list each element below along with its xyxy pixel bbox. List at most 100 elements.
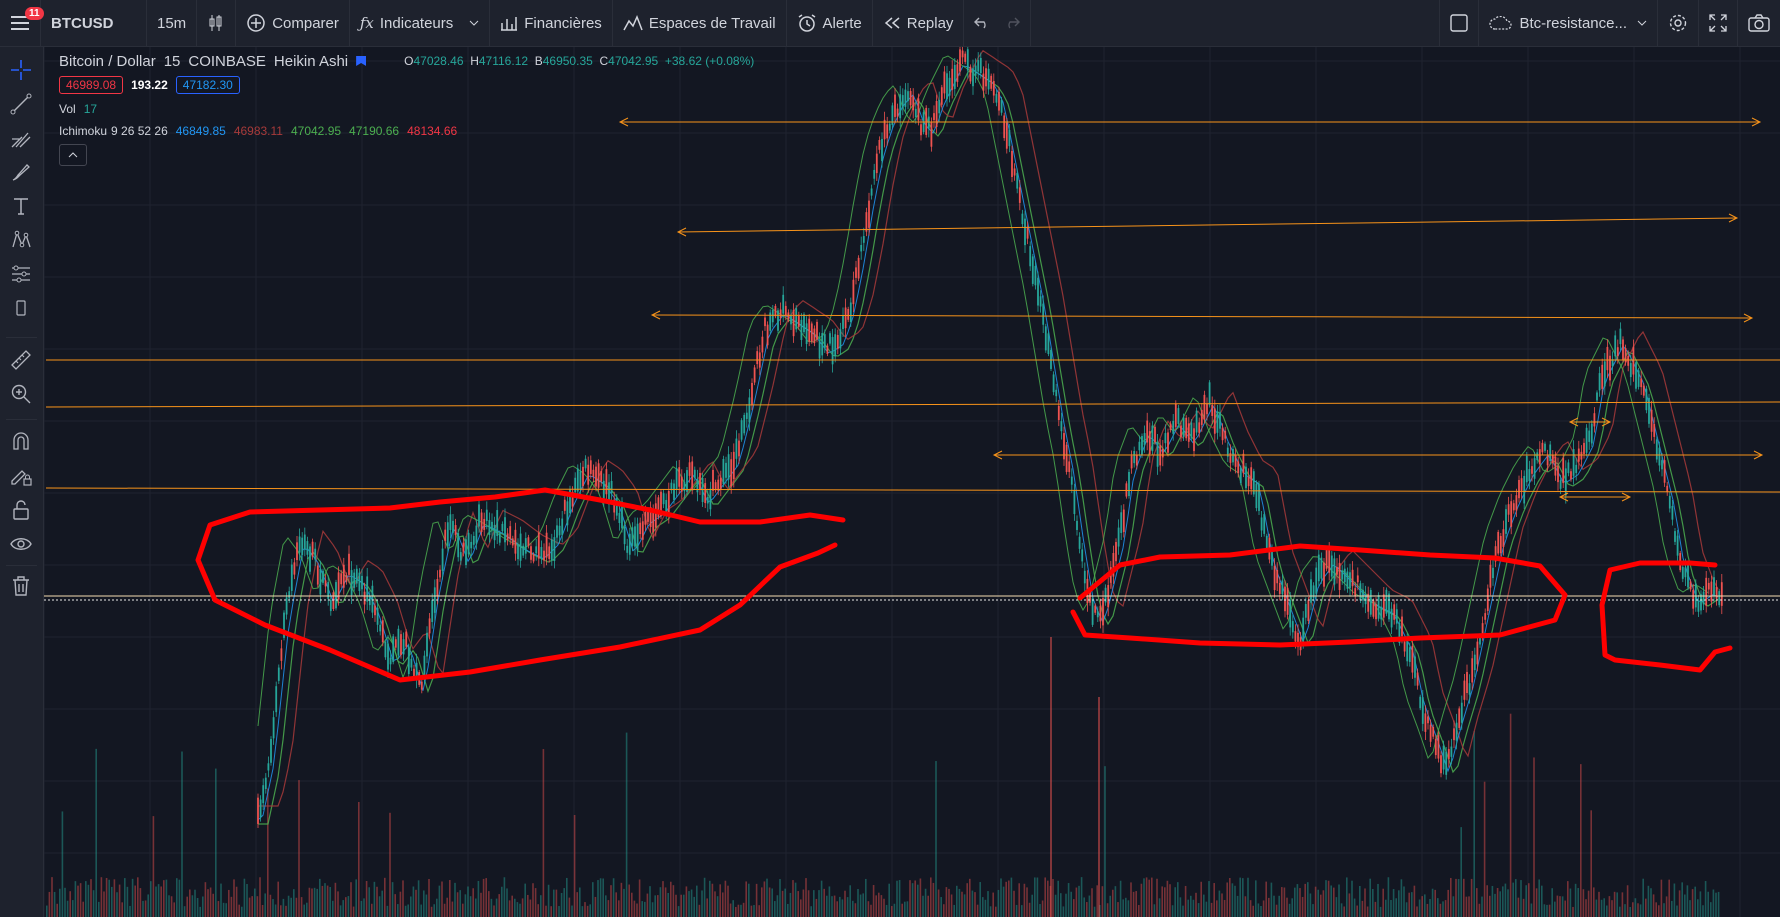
volume-bar <box>1580 764 1582 917</box>
volume-bar <box>1528 883 1530 917</box>
candle-body <box>1445 751 1448 775</box>
crosshair-icon[interactable] <box>8 57 34 83</box>
candle-body <box>1715 586 1718 599</box>
buy-price-button[interactable]: 47182.30 <box>175 76 240 94</box>
collapse-legend-button[interactable] <box>59 144 87 166</box>
candle-body <box>1515 495 1518 511</box>
measure-icon[interactable] <box>8 261 34 287</box>
trash-icon[interactable] <box>8 573 34 599</box>
sell-price-button[interactable]: 46989.08 <box>59 76 124 94</box>
volume-bar <box>490 898 493 917</box>
pitchfork-icon[interactable] <box>8 125 34 151</box>
undo-icon[interactable] <box>974 17 990 29</box>
candle-body <box>1011 150 1013 177</box>
candle-body <box>1115 542 1117 562</box>
candle-body <box>1346 571 1349 589</box>
candle-body <box>1091 598 1094 625</box>
trendline-icon[interactable] <box>8 91 34 117</box>
text-icon[interactable] <box>8 193 34 219</box>
volume-bar <box>1543 904 1546 917</box>
volume-bar <box>1114 886 1117 917</box>
candle-body <box>1172 420 1175 434</box>
chart-style-button[interactable] <box>197 0 237 46</box>
candle-body <box>1177 408 1180 424</box>
alert-button[interactable]: Alerte <box>787 0 873 46</box>
flag-icon[interactable] <box>356 56 367 66</box>
candle-body <box>998 91 1000 111</box>
settings-button[interactable] <box>1658 0 1699 46</box>
volume-bar <box>482 878 485 917</box>
expand-button[interactable] <box>1699 0 1738 46</box>
zoom-icon[interactable] <box>8 381 34 407</box>
fullscreen-toggle[interactable] <box>1439 0 1480 46</box>
volume-bar <box>113 879 116 917</box>
volume-bar <box>1223 899 1226 917</box>
volume-bar <box>365 880 368 917</box>
volume-bar <box>677 906 680 917</box>
symbol-search-button[interactable]: BTCUSD <box>41 0 147 46</box>
volume-bar <box>1247 877 1249 917</box>
chevron-down-icon[interactable] <box>1637 20 1647 26</box>
volume-bar <box>844 890 846 917</box>
volume-bar <box>1507 889 1509 917</box>
candle-body <box>1063 433 1065 460</box>
ruler-icon[interactable] <box>8 347 34 373</box>
volume-bar <box>646 893 649 917</box>
menu-button[interactable]: 11 <box>0 0 44 46</box>
volume-bar <box>625 732 628 917</box>
lock-pencil-icon[interactable] <box>8 463 34 489</box>
replay-button[interactable]: Replay <box>873 0 965 46</box>
arrow-head <box>1728 213 1739 223</box>
volume-bar <box>1008 880 1010 917</box>
volume-bar <box>321 885 324 917</box>
layout-button[interactable]: Btc-resistance... <box>1479 0 1658 46</box>
magnet-icon[interactable] <box>8 429 34 455</box>
volume-bar <box>781 890 784 917</box>
volume-bar <box>1275 904 1278 917</box>
candle-body <box>946 73 948 100</box>
candle-body <box>1564 468 1567 496</box>
volume-bar <box>857 888 859 917</box>
candle-body <box>595 466 597 487</box>
price-chart[interactable] <box>44 47 1780 917</box>
volume-bar <box>1686 885 1689 917</box>
volume-legend[interactable]: Vol 17 <box>59 98 754 120</box>
volume-bar <box>1109 895 1111 917</box>
symbol-title[interactable]: Bitcoin / Dollar <box>59 52 156 70</box>
volume-bar <box>618 900 620 917</box>
brush-icon[interactable] <box>8 159 34 185</box>
volume-bar <box>417 880 420 917</box>
volume-bar <box>1385 899 1387 917</box>
chevron-down-icon[interactable] <box>469 20 479 26</box>
interval-button[interactable]: 15m <box>147 0 198 46</box>
ohlc-o-key: O <box>404 54 414 68</box>
volume-bar <box>511 895 513 917</box>
volume-bar <box>285 905 287 917</box>
volume-bar <box>657 895 659 917</box>
workspaces-button[interactable]: Espaces de Travail <box>613 0 787 46</box>
volume-bar <box>1691 889 1694 917</box>
snapshot-button[interactable] <box>1738 0 1780 46</box>
candle-body <box>589 460 592 474</box>
eraser-icon[interactable] <box>8 295 34 321</box>
volume-bar <box>202 896 204 917</box>
financials-button[interactable]: Financières <box>490 0 613 46</box>
candle-body <box>1497 531 1500 554</box>
candle-body <box>394 639 397 648</box>
redo-icon[interactable] <box>1004 17 1021 29</box>
candle-body <box>1640 378 1643 388</box>
candle-body <box>1195 410 1198 433</box>
volume-bar <box>1515 879 1517 917</box>
volume-bar <box>64 887 66 917</box>
arrow-head <box>1558 492 1569 502</box>
indicators-button[interactable]: ƒx Indicateurs <box>350 0 491 46</box>
pattern-icon[interactable] <box>8 227 34 253</box>
compare-button[interactable]: Comparer <box>236 0 350 46</box>
candle-body <box>1390 608 1393 628</box>
volume-bar <box>1249 900 1252 917</box>
volume-bar <box>891 906 893 917</box>
candle-body <box>1450 746 1453 757</box>
ichimoku-legend[interactable]: Ichimoku 9 26 52 26 46849.85 46983.11 47… <box>59 120 754 142</box>
eye-icon[interactable] <box>8 531 34 557</box>
lock-icon[interactable] <box>8 497 34 523</box>
